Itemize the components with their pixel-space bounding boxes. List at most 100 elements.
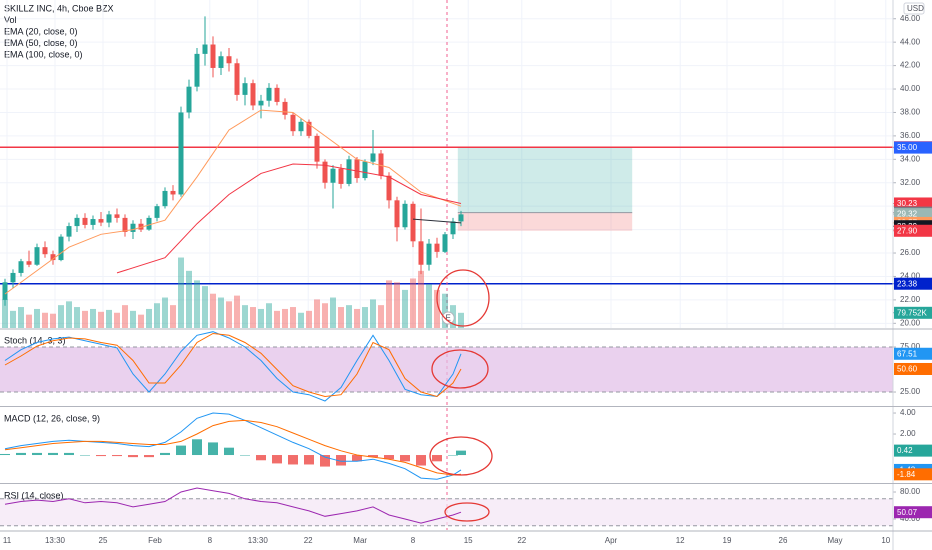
candle-body <box>202 44 208 54</box>
histogram-bar <box>416 455 426 466</box>
volume-bar <box>194 280 200 328</box>
candle-body <box>362 161 368 179</box>
series-line <box>4 109 462 295</box>
histogram-bar <box>144 455 154 458</box>
candle-body <box>34 247 40 265</box>
candle-body <box>138 223 144 230</box>
volume-bar <box>386 280 392 328</box>
series-line <box>4 419 462 476</box>
annotation-circle <box>444 502 490 522</box>
histogram-bar <box>384 455 394 460</box>
price-label: 35.00 <box>897 143 918 152</box>
volume-bar <box>98 311 104 328</box>
volume-bar <box>354 308 360 328</box>
volume-bar <box>362 307 368 328</box>
candle-body <box>290 114 296 132</box>
histogram-bar <box>240 455 250 456</box>
y-tick-label: 32.00 <box>900 178 921 187</box>
y-tick-label: 46.00 <box>900 14 921 23</box>
volume-bar <box>34 308 40 328</box>
candle-body <box>394 200 400 228</box>
x-tick-label: 22 <box>517 536 526 545</box>
y-tick-label: 24.00 <box>900 272 921 281</box>
value-label: -1.84 <box>897 470 916 479</box>
histogram-bar <box>400 455 410 462</box>
candle-body <box>10 272 16 283</box>
annotation-circle <box>429 436 493 476</box>
histogram-bar <box>336 455 346 466</box>
candle-body <box>314 135 320 162</box>
histogram-bar <box>352 455 362 462</box>
histogram-bar <box>0 453 10 456</box>
x-tick-label: Feb <box>148 536 162 545</box>
histogram-bar <box>320 455 330 467</box>
value-label: 50.60 <box>897 365 918 374</box>
histogram-bar <box>448 455 458 456</box>
y-tick-label: 26.00 <box>900 248 921 257</box>
x-tick-label: 15 <box>464 536 473 545</box>
x-tick-label: 8 <box>411 536 416 545</box>
position-target <box>457 147 633 213</box>
candle-body <box>90 219 96 225</box>
series-line <box>4 331 462 402</box>
candle-body <box>82 217 88 225</box>
volume-bar <box>242 305 248 328</box>
candle-body <box>418 241 424 265</box>
x-tick-label: 8 <box>208 536 213 545</box>
value-label-box <box>894 362 932 375</box>
volume-bar <box>154 303 160 328</box>
histogram-bar <box>32 452 42 456</box>
volume-bar <box>402 289 408 328</box>
candle-body <box>274 87 280 102</box>
candle-body <box>146 217 152 230</box>
candle-body <box>2 282 8 300</box>
x-tick-label: 19 <box>723 536 732 545</box>
candle-body <box>178 112 184 195</box>
annotation-circle <box>436 269 490 327</box>
histogram-bar <box>288 455 298 465</box>
candle-body <box>234 63 240 95</box>
candle-body <box>26 261 32 265</box>
legend-entry: EMA (50, close, 0) <box>4 38 78 48</box>
legend-entry: SKILLZ INC, 4h, Cboe BZX <box>4 3 114 13</box>
x-tick-label: 25 <box>99 536 108 545</box>
volume-bar <box>218 297 224 328</box>
y-tick-label: 22.00 <box>900 295 921 304</box>
volume-bar <box>370 299 376 328</box>
volume-bar <box>82 310 88 328</box>
volume-bar <box>282 308 288 328</box>
candle-body <box>210 44 216 68</box>
volume-bar <box>146 308 152 328</box>
volume-bar <box>66 301 72 328</box>
volume-bar <box>122 305 128 328</box>
candle-body <box>282 101 288 115</box>
volume-bar <box>330 297 336 328</box>
histogram-bar <box>176 445 186 456</box>
legend-entry: EMA (20, close, 0) <box>4 26 78 36</box>
x-tick-label: 13:30 <box>45 536 66 545</box>
candle-body <box>194 53 200 87</box>
x-tick-label: Apr <box>605 536 618 545</box>
price-label-box <box>894 277 932 290</box>
histogram-bar <box>208 442 218 456</box>
x-tick-label: 26 <box>779 536 788 545</box>
candle-body <box>258 100 264 106</box>
candle-body <box>18 261 24 273</box>
volume-bar <box>2 299 8 328</box>
histogram-bar <box>432 455 442 462</box>
y-tick-label: 34.00 <box>900 154 921 163</box>
volume-bar <box>130 310 136 328</box>
y-tick-label: 20.00 <box>900 318 921 327</box>
indicator-band <box>0 498 893 526</box>
candle-body <box>458 214 464 222</box>
volume-bar <box>250 307 256 328</box>
volume-bar <box>106 309 112 328</box>
volume-bar <box>138 314 144 328</box>
earnings-marker <box>441 311 455 325</box>
candle-body <box>322 161 328 183</box>
candle-body <box>266 87 272 101</box>
volume-bar <box>50 313 56 328</box>
volume-bar <box>202 286 208 328</box>
y-tick-label: 75.00 <box>900 342 921 351</box>
candle-body <box>130 223 136 232</box>
